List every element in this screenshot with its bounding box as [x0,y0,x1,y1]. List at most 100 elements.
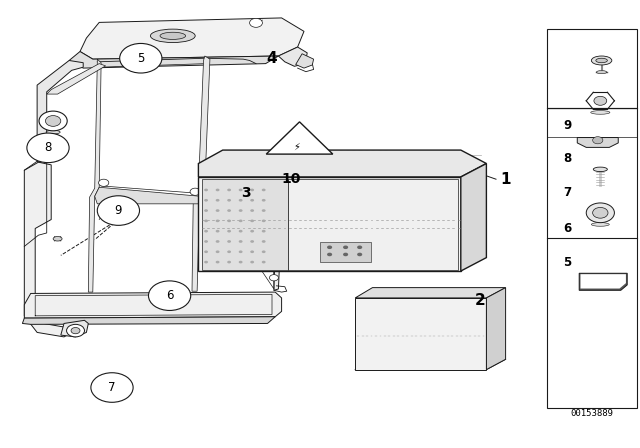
Ellipse shape [150,29,195,43]
Circle shape [269,275,278,281]
Polygon shape [47,64,106,94]
Circle shape [216,261,220,263]
Circle shape [239,209,243,212]
Ellipse shape [591,111,610,114]
Circle shape [250,230,254,233]
Circle shape [262,199,266,202]
Text: ⚡: ⚡ [293,142,300,152]
Polygon shape [288,179,458,270]
Circle shape [216,250,220,253]
Polygon shape [198,150,486,177]
Circle shape [190,188,200,195]
Ellipse shape [596,58,607,63]
Circle shape [343,246,348,249]
Polygon shape [278,47,307,66]
Circle shape [594,96,607,105]
Polygon shape [208,198,280,290]
Polygon shape [24,162,77,337]
Circle shape [250,209,254,212]
Circle shape [67,324,84,337]
Circle shape [204,250,208,253]
Circle shape [262,209,266,212]
Circle shape [262,250,266,253]
Circle shape [216,230,220,233]
Ellipse shape [596,71,607,73]
Polygon shape [320,242,371,262]
Polygon shape [579,273,627,290]
Polygon shape [22,317,275,324]
Circle shape [271,239,280,245]
Circle shape [148,281,191,310]
Circle shape [229,202,238,208]
Ellipse shape [591,56,612,65]
Ellipse shape [46,130,60,134]
Ellipse shape [591,223,609,226]
Circle shape [204,189,208,191]
Text: 6: 6 [166,289,173,302]
Text: 7: 7 [564,186,572,199]
Polygon shape [69,52,278,68]
Circle shape [39,111,67,131]
Circle shape [250,199,254,202]
Circle shape [250,18,262,27]
Circle shape [204,261,208,263]
Polygon shape [547,29,637,108]
Polygon shape [486,288,506,370]
Circle shape [227,220,231,222]
Circle shape [204,209,208,212]
Polygon shape [198,177,461,271]
Circle shape [593,137,603,144]
Text: 2: 2 [475,293,485,308]
Polygon shape [61,320,88,337]
Ellipse shape [593,167,607,172]
Circle shape [227,261,231,263]
Circle shape [262,220,266,222]
Text: 00153889: 00153889 [570,409,614,418]
Circle shape [204,230,208,233]
Circle shape [239,240,243,243]
Polygon shape [192,56,210,291]
Circle shape [120,43,162,73]
Circle shape [250,240,254,243]
Circle shape [239,220,243,222]
Circle shape [216,189,220,191]
Polygon shape [296,54,314,68]
Circle shape [216,209,220,212]
Circle shape [71,327,80,334]
Polygon shape [95,187,200,204]
Polygon shape [580,274,626,289]
Circle shape [327,253,332,256]
Circle shape [262,189,266,191]
Circle shape [250,220,254,222]
Circle shape [343,253,348,256]
Circle shape [262,230,266,233]
Circle shape [204,240,208,243]
Circle shape [357,246,362,249]
Circle shape [216,199,220,202]
Polygon shape [547,108,637,408]
Circle shape [250,250,254,253]
Polygon shape [37,60,83,162]
Circle shape [250,261,254,263]
Circle shape [239,189,243,191]
Circle shape [586,203,614,223]
Circle shape [239,261,243,263]
Circle shape [262,261,266,263]
Text: 4: 4 [267,51,277,66]
Text: 8: 8 [44,141,52,155]
Circle shape [227,230,231,233]
Polygon shape [266,122,333,154]
Circle shape [45,116,61,126]
Circle shape [593,207,608,218]
Text: 3: 3 [241,185,252,200]
Circle shape [91,373,133,402]
Polygon shape [355,298,486,370]
Ellipse shape [53,237,62,241]
Circle shape [239,230,243,233]
Text: 5: 5 [137,52,145,65]
Polygon shape [88,59,101,292]
Circle shape [239,250,243,253]
Text: 9: 9 [564,119,572,132]
Circle shape [227,250,231,253]
Circle shape [250,189,254,191]
